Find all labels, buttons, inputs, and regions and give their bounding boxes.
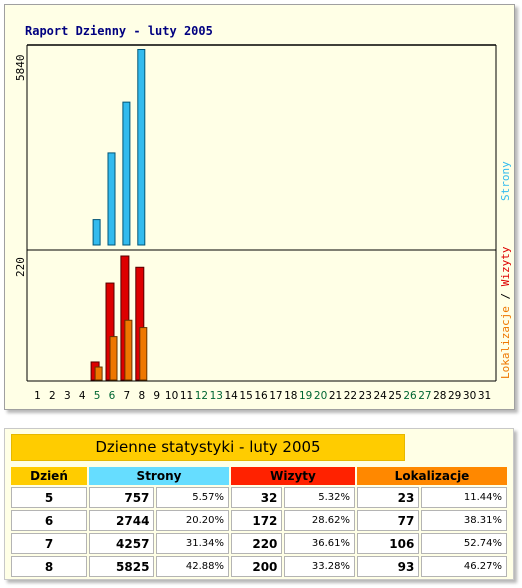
x-tick-label-1: 1 <box>34 390 41 402</box>
stats-title: Dzienne statystyki - luty 2005 <box>11 434 405 461</box>
x-tick-label-10: 10 <box>165 390 178 402</box>
visits-count-cell: 200 <box>231 556 283 577</box>
x-tick-label-2: 2 <box>49 390 56 402</box>
day-cell: 6 <box>11 510 87 531</box>
right-label-pages: Strony <box>499 161 512 201</box>
x-tick-label-11: 11 <box>180 390 193 402</box>
x-axis-tick-labels: 1 2 3 4 5 6 7 8 9 10 11 12 13 14 15 16 17 18 19 20 21 22 23 24 2… <box>34 390 491 402</box>
locations-count-cell: 23 <box>357 487 420 508</box>
top-max-label: 5840 <box>14 55 27 82</box>
x-tick-label-9: 9 <box>153 390 160 402</box>
daily-report-chart: Raport Dzienny - luty 2005 5840 220 Stro… <box>4 4 515 410</box>
x-tick-label-23: 23 <box>359 390 372 402</box>
x-tick-label-14: 14 <box>225 390 239 402</box>
stats-row: 5 757 5.57% 32 5.32% 23 11.44% <box>11 487 507 508</box>
locations-percent-cell: 38.31% <box>421 510 507 531</box>
locations-count-cell: 106 <box>357 533 420 554</box>
day-cell: 7 <box>11 533 87 554</box>
x-tick-label-19: 19 <box>299 390 312 402</box>
stats-row: 8 5825 42.88% 200 33.28% 93 46.27% <box>11 556 507 577</box>
x-tick-label-7: 7 <box>124 390 131 402</box>
pages-count-cell: 757 <box>89 487 155 508</box>
bar-pages-day-5 <box>92 219 101 246</box>
visits-percent-cell: 36.61% <box>284 533 355 554</box>
x-tick-label-28: 28 <box>433 390 446 402</box>
x-tick-label-30: 30 <box>463 390 476 402</box>
visits-percent-cell: 28.62% <box>284 510 355 531</box>
x-tick-label-12: 12 <box>195 390 208 402</box>
header-day: Dzień <box>11 467 87 485</box>
bar-locations-day-7 <box>124 319 133 381</box>
right-label-visits: Wizyty <box>499 246 512 286</box>
locations-percent-cell: 11.44% <box>421 487 507 508</box>
x-tick-label-16: 16 <box>254 390 268 402</box>
visits-count-cell: 172 <box>231 510 283 531</box>
x-tick-label-4: 4 <box>79 390 86 402</box>
x-tick-label-6: 6 <box>109 390 116 402</box>
x-tick-label-8: 8 <box>138 390 145 402</box>
visits-percent-cell: 5.32% <box>284 487 355 508</box>
stats-body: 5 757 5.57% 32 5.32% 23 11.44% 6 2744 20.20% 172 28… <box>11 487 507 577</box>
pages-bars <box>92 49 146 246</box>
header-pages: Strony <box>89 467 229 485</box>
visits-count-cell: 220 <box>231 533 283 554</box>
stats-row: 6 2744 20.20% 172 28.62% 77 38.31% <box>11 510 507 531</box>
bar-pages-day-7 <box>122 101 131 246</box>
x-tick-label-31: 31 <box>478 390 491 402</box>
stats-row: 7 4257 31.34% 220 36.61% 106 52.74% <box>11 533 507 554</box>
bar-pages-day-6 <box>107 152 116 246</box>
header-locations: Lokalizacje <box>357 467 507 485</box>
pages-percent-cell: 5.57% <box>156 487 229 508</box>
visits-locations-bars <box>90 255 148 381</box>
day-cell: 5 <box>11 487 87 508</box>
pages-count-cell: 5825 <box>89 556 155 577</box>
x-tick-label-22: 22 <box>344 390 357 402</box>
x-tick-label-26: 26 <box>403 390 417 402</box>
pages-count-cell: 4257 <box>89 533 155 554</box>
pages-percent-cell: 20.20% <box>156 510 229 531</box>
visits-count-cell: 32 <box>231 487 283 508</box>
right-label-bottom: Lokalizacje / Wizyty <box>499 246 512 379</box>
visits-percent-cell: 33.28% <box>284 556 355 577</box>
x-tick-label-15: 15 <box>239 390 252 402</box>
x-tick-label-21: 21 <box>329 390 342 402</box>
locations-percent-cell: 52.74% <box>421 533 507 554</box>
bar-locations-day-8 <box>139 327 148 381</box>
right-label-separator: / <box>499 286 512 306</box>
x-tick-label-17: 17 <box>269 390 282 402</box>
right-label-locations: Lokalizacje <box>499 306 512 379</box>
x-tick-label-24: 24 <box>374 390 388 402</box>
bar-locations-day-6 <box>109 336 118 381</box>
stats-header-row: Dzień Strony Wizyty Lokalizacje <box>11 467 507 485</box>
x-tick-label-5: 5 <box>94 390 101 402</box>
chart-canvas: Raport Dzienny - luty 2005 5840 220 Stro… <box>14 24 512 402</box>
bar-pages-day-8 <box>137 49 146 246</box>
x-tick-label-27: 27 <box>418 390 431 402</box>
day-cell: 8 <box>11 556 87 577</box>
x-tick-label-18: 18 <box>284 390 297 402</box>
chart-title: Raport Dzienny - luty 2005 <box>25 24 213 38</box>
x-tick-label-20: 20 <box>314 390 327 402</box>
pages-count-cell: 2744 <box>89 510 155 531</box>
locations-count-cell: 77 <box>357 510 420 531</box>
x-tick-label-13: 13 <box>210 390 223 402</box>
bottom-max-label: 220 <box>14 257 27 277</box>
daily-stats-panel: Dzienne statystyki - luty 2005 Dzień Str… <box>4 428 514 580</box>
x-tick-label-25: 25 <box>388 390 401 402</box>
x-tick-label-3: 3 <box>64 390 71 402</box>
locations-percent-cell: 46.27% <box>421 556 507 577</box>
bar-locations-day-5 <box>94 366 103 381</box>
pages-percent-cell: 31.34% <box>156 533 229 554</box>
stats-table: Dzień Strony Wizyty Lokalizacje 5 757 5.57… <box>9 465 509 579</box>
x-tick-label-29: 29 <box>448 390 461 402</box>
locations-count-cell: 93 <box>357 556 420 577</box>
header-visits: Wizyty <box>231 467 355 485</box>
pages-percent-cell: 42.88% <box>156 556 229 577</box>
